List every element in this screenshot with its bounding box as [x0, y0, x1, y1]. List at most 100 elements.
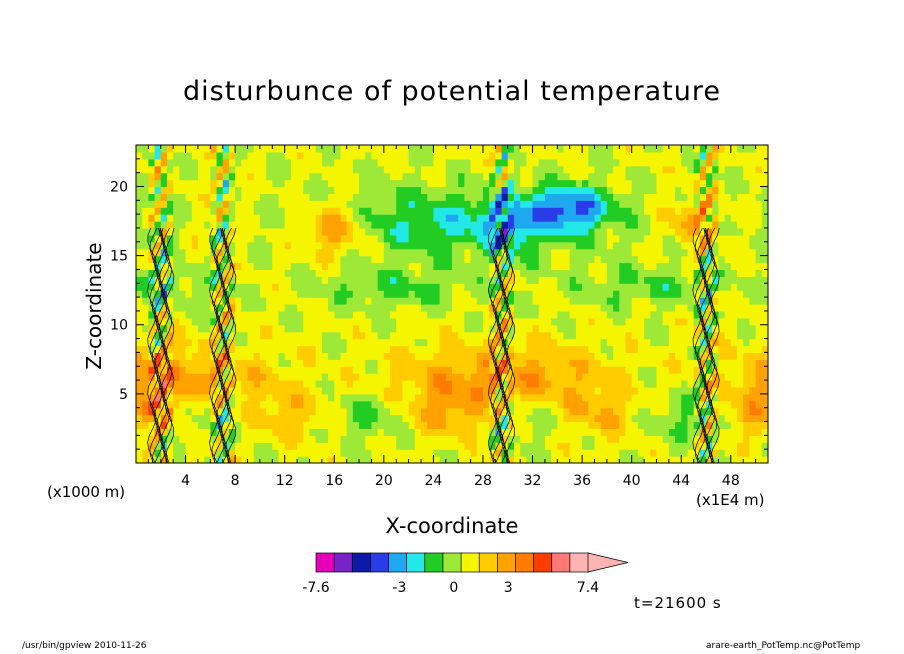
field-cell: [235, 456, 242, 463]
field-cell: [421, 304, 428, 312]
field-cell: [718, 290, 726, 298]
field-cell: [173, 234, 180, 243]
field-cell: [706, 304, 713, 312]
field-cell: [575, 359, 583, 367]
field-cell: [309, 179, 317, 188]
field-cell: [340, 193, 348, 201]
field-cell: [210, 421, 218, 430]
field-cell: [575, 304, 583, 312]
field-cell: [644, 158, 651, 167]
field-cell: [730, 234, 738, 243]
field-cell: [668, 234, 676, 243]
field-cell: [606, 359, 614, 367]
field-cell: [297, 255, 304, 264]
field-cell: [290, 276, 298, 284]
field-cell: [377, 338, 385, 347]
field-cell: [377, 310, 385, 319]
field-cell: [284, 158, 292, 167]
field-cell: [749, 359, 757, 367]
field-cell: [309, 297, 317, 305]
field-cell: [693, 262, 701, 271]
field-cell: [582, 456, 589, 463]
field-cell: [278, 158, 286, 167]
field-cell: [687, 393, 695, 402]
field-cell: [644, 214, 651, 222]
field-cell: [309, 414, 317, 423]
field-cell: [315, 393, 323, 402]
field-cell: [594, 400, 602, 409]
field-cell: [551, 165, 558, 174]
field-cell: [321, 255, 329, 264]
field-cell: [402, 248, 410, 257]
field-cell: [687, 449, 695, 457]
field-cell: [582, 248, 589, 257]
field-cell: [247, 400, 255, 409]
field-cell: [551, 414, 558, 423]
field-cell: [737, 393, 744, 402]
field-cell: [737, 248, 744, 257]
field-cell: [334, 269, 342, 277]
field-cell: [359, 207, 366, 215]
field-cell: [278, 304, 286, 312]
field-cell: [613, 276, 620, 284]
field-cell: [315, 345, 323, 353]
field-cell: [365, 172, 373, 181]
field-cell: [737, 317, 744, 326]
field-cell: [569, 248, 577, 257]
field-cell: [228, 297, 236, 305]
field-cell: [197, 352, 205, 360]
field-cell: [266, 290, 273, 298]
field-cell: [495, 158, 503, 167]
field-cell: [675, 290, 682, 298]
field-cell: [321, 352, 329, 360]
field-cell: [421, 179, 428, 188]
field-cell: [489, 414, 496, 423]
field-cell: [427, 179, 435, 188]
field-cell: [197, 359, 205, 367]
field-cell: [191, 414, 199, 423]
field-cell: [408, 317, 416, 326]
field-cell: [687, 297, 695, 305]
field-cell: [334, 193, 342, 201]
x-tick-label: 24: [424, 473, 442, 489]
field-cell: [755, 234, 763, 243]
field-cell: [427, 262, 435, 271]
field-cell: [390, 214, 397, 222]
field-cell: [619, 207, 627, 215]
field-cell: [346, 324, 354, 333]
field-cell: [520, 380, 527, 388]
field-cell: [526, 283, 534, 291]
field-cell: [532, 158, 540, 167]
field-cell: [321, 241, 329, 250]
field-cell: [253, 456, 261, 463]
field-cell: [544, 269, 552, 277]
field-cell: [421, 276, 428, 284]
field-cell: [284, 207, 292, 215]
field-cell: [668, 435, 676, 443]
field-cell: [297, 428, 304, 436]
field-cell: [414, 248, 422, 257]
field-cell: [334, 393, 342, 402]
field-cell: [383, 373, 391, 381]
field-cell: [718, 456, 726, 463]
field-cell: [712, 248, 720, 257]
field-cell: [569, 421, 577, 430]
field-cell: [588, 241, 596, 250]
field-cell: [613, 456, 620, 463]
field-cell: [761, 172, 768, 181]
field-cell: [359, 145, 366, 153]
field-cell: [197, 331, 205, 340]
field-cell: [613, 283, 620, 291]
field-cell: [160, 179, 168, 188]
field-cell: [693, 442, 701, 450]
field-cell: [160, 352, 168, 360]
field-cell: [210, 186, 218, 194]
field-cell: [575, 442, 583, 450]
field-cell: [668, 407, 676, 416]
field-cell: [377, 269, 385, 277]
field-cell: [470, 269, 478, 277]
field-cell: [383, 172, 391, 181]
field-cell: [297, 324, 304, 333]
field-cell: [247, 193, 255, 201]
field-cell: [259, 310, 267, 319]
